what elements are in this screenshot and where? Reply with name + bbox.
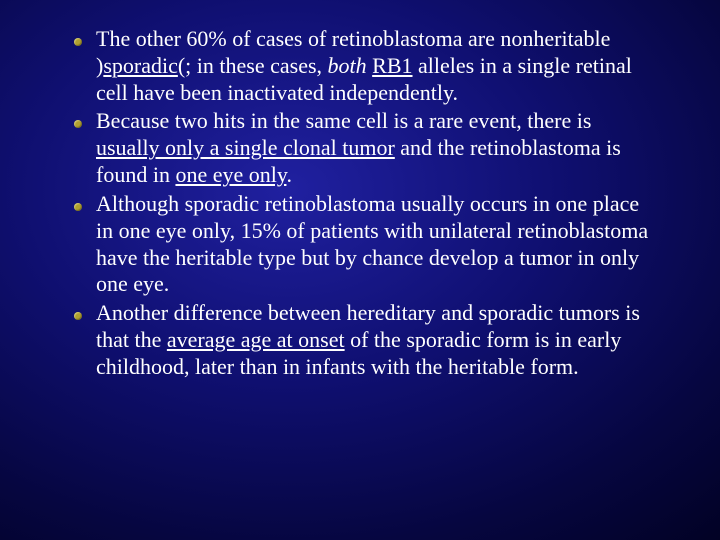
bullet-icon: [74, 120, 82, 128]
bullet-item-1: The other 60% of cases of retinoblastoma…: [96, 26, 656, 106]
paragraph-2: Because two hits in the same cell is a r…: [96, 108, 656, 188]
paragraph-4: Another difference between hereditary an…: [96, 300, 656, 380]
p1-underline-2: RB1: [372, 53, 412, 78]
paragraph-1: The other 60% of cases of retinoblastoma…: [96, 26, 656, 106]
p1-italic-1: both: [328, 53, 367, 78]
p2-underline-1: usually only a single clonal tumor: [96, 135, 395, 160]
bullet-item-3: Although sporadic retinoblastoma usually…: [96, 191, 656, 298]
p2-underline-2: one eye only: [175, 162, 286, 187]
p1-underline-1: sporadic: [103, 53, 178, 78]
p3-text: Although sporadic retinoblastoma usually…: [96, 191, 648, 296]
p2-text-1: Because two hits in the same cell is a r…: [96, 108, 591, 133]
bullet-item-4: Another difference between hereditary an…: [96, 300, 656, 380]
slide-content: The other 60% of cases of retinoblastoma…: [96, 26, 656, 383]
p2-text-3: .: [286, 162, 292, 187]
p1-text-2: (; in these cases,: [178, 53, 328, 78]
slide-background: The other 60% of cases of retinoblastoma…: [0, 0, 720, 540]
bullet-icon: [74, 312, 82, 320]
paragraph-3: Although sporadic retinoblastoma usually…: [96, 191, 656, 298]
p4-underline-1: average age at onset: [167, 327, 345, 352]
bullet-icon: [74, 38, 82, 46]
bullet-item-2: Because two hits in the same cell is a r…: [96, 108, 656, 188]
bullet-icon: [74, 203, 82, 211]
